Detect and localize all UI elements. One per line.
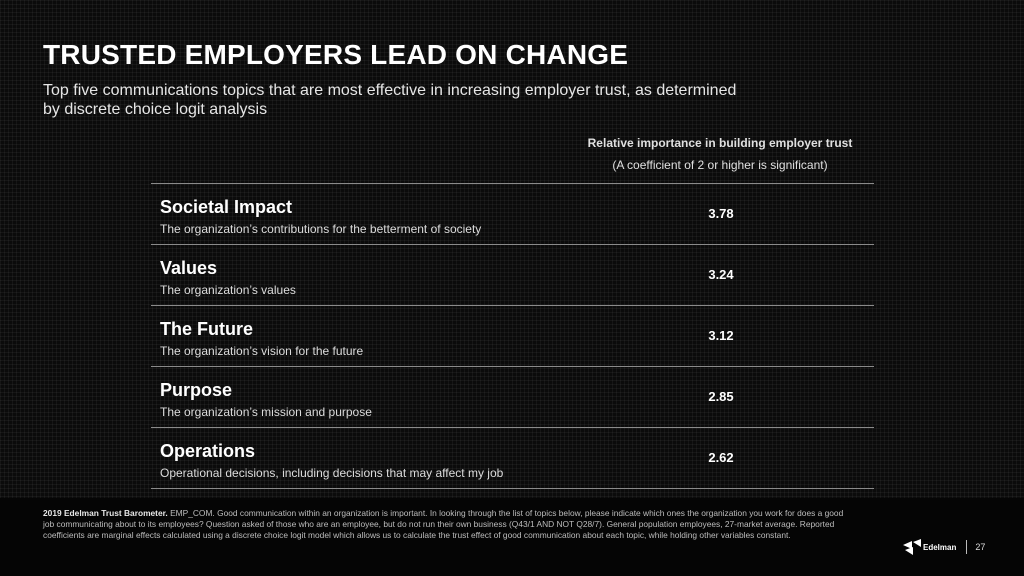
brand-divider (966, 540, 968, 554)
table-row: Purpose The organization’s mission and p… (151, 367, 874, 428)
source-footnote: 2019 Edelman Trust Barometer. EMP_COM. G… (43, 508, 853, 541)
footer: 2019 Edelman Trust Barometer. EMP_COM. G… (0, 498, 1024, 576)
topics-table: Societal Impact The organization’s contr… (151, 183, 874, 489)
topic-coefficient: 3.24 (708, 267, 734, 282)
table-row: Operations Operational decisions, includ… (151, 428, 874, 489)
table-row: Values The organization’s values 3.24 (151, 245, 874, 306)
table-row: The Future The organization’s vision for… (151, 306, 874, 367)
topic-description: The organization’s values (160, 283, 296, 297)
slide-subtitle: Top five communications topics that are … (43, 82, 737, 118)
column-header: Relative importance in building employer… (560, 136, 880, 173)
topic-coefficient: 3.12 (708, 328, 734, 343)
topic-title: Operations (160, 441, 256, 461)
edelman-logo-icon (903, 539, 921, 555)
topic-coefficient: 2.62 (708, 450, 734, 465)
topic-description: Operational decisions, including decisio… (160, 466, 504, 480)
column-header-title: Relative importance in building employer… (587, 136, 853, 150)
slide-title: TRUSTED EMPLOYERS LEAD ON CHANGE (43, 39, 629, 70)
topic-title: The Future (160, 319, 253, 339)
topic-description: The organization’s vision for the future (160, 344, 364, 358)
topic-coefficient: 2.85 (708, 389, 734, 404)
source-title: 2019 Edelman Trust Barometer. (43, 508, 168, 518)
column-header-note: (A coefficient of 2 or higher is signifi… (612, 158, 828, 172)
topic-title: Societal Impact (160, 197, 293, 217)
page-number: 27 (975, 542, 986, 552)
source-text: EMP_COM. Good communication within an or… (43, 508, 844, 540)
topic-description: The organization’s contributions for the… (160, 222, 482, 236)
table-row: Societal Impact The organization’s contr… (151, 184, 874, 245)
brand-name: Edelman (923, 542, 957, 552)
topic-title: Purpose (160, 380, 233, 400)
topic-coefficient: 3.78 (708, 206, 734, 221)
topic-description: The organization’s mission and purpose (160, 405, 372, 419)
brand-block: Edelman 27 (903, 538, 985, 556)
topic-title: Values (160, 258, 218, 278)
